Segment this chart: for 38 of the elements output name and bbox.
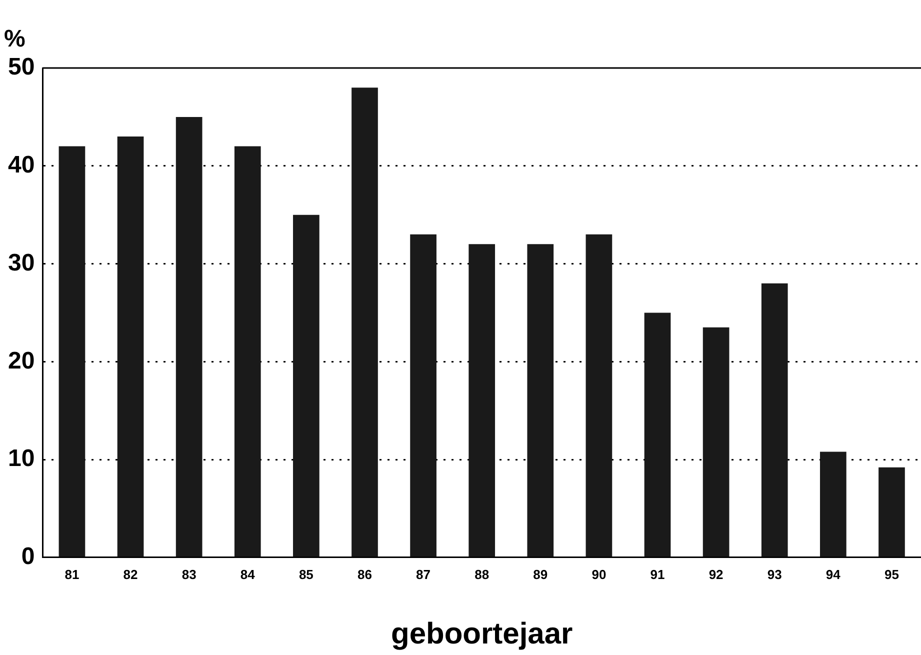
y-tick-label: 50 bbox=[8, 54, 35, 81]
x-tick-label: 82 bbox=[123, 566, 138, 582]
bar bbox=[468, 244, 496, 557]
y-tick-label: 0 bbox=[21, 543, 35, 570]
x-tick-label: 86 bbox=[358, 566, 372, 582]
bar bbox=[527, 244, 554, 557]
bar bbox=[58, 146, 86, 557]
y-tick-label: 30 bbox=[8, 249, 35, 276]
y-tick-label: 10 bbox=[8, 445, 35, 472]
x-tick-label: 87 bbox=[416, 566, 431, 582]
y-tick-label: 20 bbox=[8, 347, 35, 374]
bar bbox=[878, 467, 905, 557]
bar bbox=[761, 283, 788, 557]
x-tick-label: 83 bbox=[182, 566, 196, 582]
x-tick-label: 93 bbox=[767, 566, 782, 582]
x-tick-label: 92 bbox=[708, 566, 724, 582]
bar bbox=[820, 452, 846, 557]
bar bbox=[352, 88, 378, 557]
bar bbox=[586, 234, 612, 557]
x-tick-label: 85 bbox=[298, 566, 314, 582]
bar bbox=[234, 146, 261, 557]
x-tick-label: 94 bbox=[826, 566, 842, 582]
bar bbox=[702, 327, 730, 557]
bar bbox=[176, 116, 202, 557]
x-tick-label: 95 bbox=[884, 566, 899, 582]
bar bbox=[117, 136, 144, 557]
x-tick-label: 90 bbox=[592, 566, 606, 582]
bar bbox=[644, 312, 671, 557]
x-tick-label: 91 bbox=[650, 566, 665, 582]
bar bbox=[293, 214, 320, 557]
x-axis-title: geboortejaar bbox=[390, 617, 574, 650]
bar bbox=[410, 234, 436, 557]
x-tick-label: 84 bbox=[240, 566, 256, 582]
x-tick-label: 81 bbox=[64, 566, 80, 582]
x-tick-label: 88 bbox=[474, 566, 490, 582]
y-axis-title: % bbox=[4, 26, 26, 53]
y-tick-label: 40 bbox=[8, 152, 35, 179]
x-tick-label: 89 bbox=[533, 566, 548, 582]
